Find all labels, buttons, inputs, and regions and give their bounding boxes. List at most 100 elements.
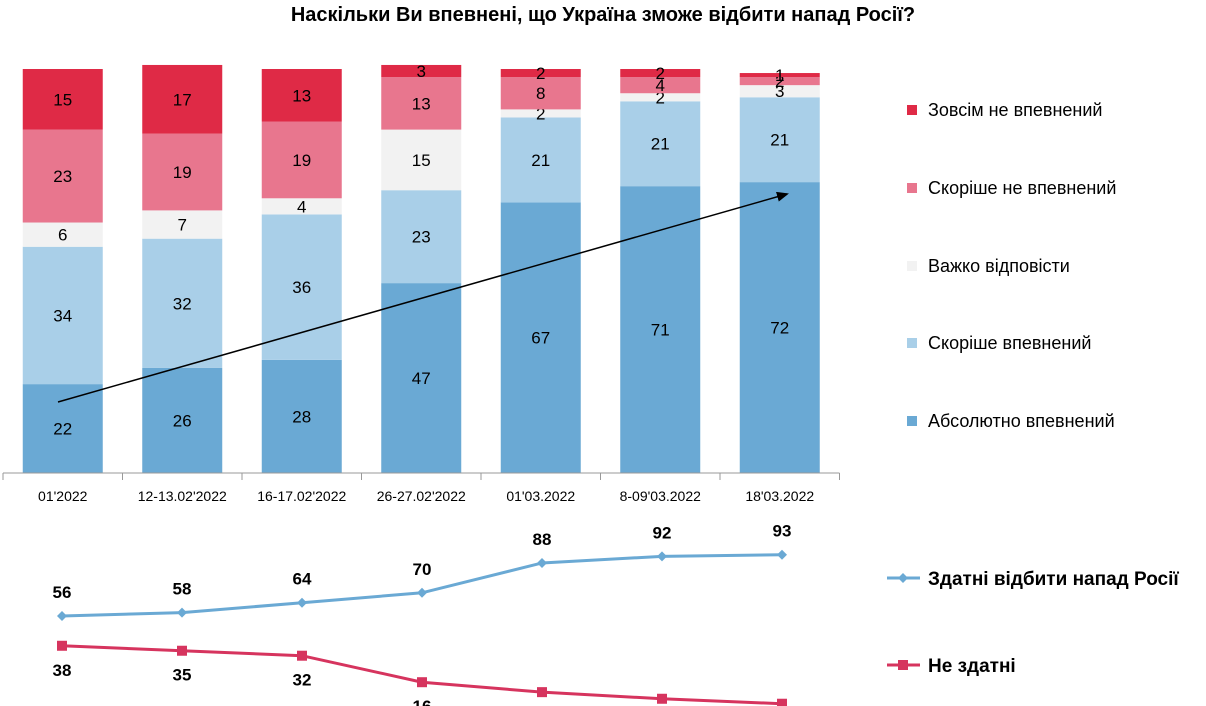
bar-segment [500, 117, 581, 203]
bar-segment [261, 214, 342, 360]
bar-segment [381, 129, 462, 191]
bar-segment [500, 109, 581, 118]
legend-label: Абсолютно впевнений [928, 411, 1115, 431]
data-point-marker [297, 650, 307, 661]
bar-value-label: 23 [412, 228, 431, 247]
bar-segment [620, 77, 701, 94]
data-point-marker [537, 687, 547, 698]
bar-segment [500, 69, 581, 78]
bar-value-label: 72 [770, 319, 789, 338]
data-label: 88 [533, 530, 552, 549]
bar-segment [739, 182, 820, 473]
stacked-bar-chart: 2234623152632719172836419134723151336721… [22, 62, 820, 473]
bar-segment [261, 69, 342, 122]
bar-value-label: 2 [536, 64, 545, 83]
bar-value-label: 7 [178, 216, 187, 235]
data-label: 64 [293, 570, 312, 589]
data-point-marker [417, 587, 427, 598]
bar-value-label: 36 [292, 278, 311, 297]
legend-label: Здатні відбити напад Росії [928, 569, 1179, 590]
data-point-marker [657, 551, 667, 562]
data-label: 16 [413, 697, 432, 706]
bar-segment [381, 190, 462, 284]
data-point-marker [177, 645, 187, 656]
bar-value-label: 32 [173, 294, 192, 313]
bar-segment [739, 85, 820, 98]
line-chart: 56586470889293383532161063 [53, 522, 792, 706]
x-tick-label: 18'03.2022 [745, 488, 814, 504]
bar-value-label: 15 [53, 90, 72, 109]
x-tick-label: 8-09'03.2022 [620, 488, 702, 504]
line-legend: Здатні відбити напад Росії Не здатні [887, 569, 1179, 677]
legend-swatch [907, 261, 917, 271]
bar-legend: Зовсім не впевнений Скоріше не впевнений В… [907, 100, 1116, 431]
bar-segment [620, 93, 701, 102]
bar-segment [620, 69, 701, 78]
bar-value-label: 34 [53, 306, 72, 325]
legend-swatch [907, 416, 917, 426]
legend-label: Зовсім не впевнений [928, 100, 1102, 120]
trend-arrow [57, 191, 789, 403]
bar-value-label: 2 [775, 72, 784, 91]
data-point-marker [57, 640, 67, 651]
bar-value-label: 26 [173, 411, 192, 430]
bar-value-label: 47 [412, 369, 431, 388]
bar-segment [142, 210, 223, 239]
data-label: 35 [173, 666, 192, 685]
x-tick-label: 01'2022 [38, 488, 88, 504]
bar-value-label: 6 [58, 226, 67, 245]
bar-segment [142, 238, 223, 368]
x-tick-label: 01'03.2022 [506, 488, 575, 504]
bar-value-label: 2 [656, 64, 665, 83]
bar-value-label: 13 [412, 94, 431, 113]
legend-swatch [907, 183, 917, 193]
bar-value-label: 17 [173, 90, 192, 109]
data-label: 56 [53, 583, 72, 602]
bar-segment [22, 129, 103, 223]
legend-swatch [907, 105, 917, 115]
bar-segment [620, 186, 701, 473]
bar-segment [261, 359, 342, 473]
legend-label: Не здатні [928, 656, 1016, 677]
data-label: 92 [653, 523, 672, 542]
bar-segment [22, 246, 103, 385]
bar-segment [22, 384, 103, 473]
bar-value-label: 71 [651, 321, 670, 340]
x-tick-label: 12-13.02'2022 [138, 488, 227, 504]
x-axis: 01'2022 12-13.02'2022 16-17.02'2022 26-27.0… [2, 472, 840, 504]
legend-swatch [907, 338, 917, 348]
bar-value-label: 21 [531, 151, 550, 170]
bar-segment [142, 133, 223, 211]
bar-value-label: 19 [292, 151, 311, 170]
bar-value-label: 23 [53, 167, 72, 186]
data-label: 93 [773, 522, 792, 541]
bar-segment [22, 69, 103, 130]
bar-segment [500, 77, 581, 110]
data-point-marker [177, 607, 187, 618]
x-tick-label: 16-17.02'2022 [257, 488, 346, 504]
bar-value-label: 28 [292, 407, 311, 426]
bar-segment [22, 222, 103, 247]
bar-value-label: 1 [775, 66, 784, 85]
bar-segment [739, 77, 820, 86]
bar-segment [381, 77, 462, 130]
bar-segment [142, 367, 223, 473]
bar-value-label: 21 [770, 131, 789, 150]
chart-title: Наскільки Ви впевнені, що Україна зможе … [290, 4, 916, 26]
bar-value-label: 3 [417, 62, 426, 81]
bar-value-label: 4 [297, 197, 306, 216]
bar-value-label: 2 [656, 88, 665, 107]
bar-value-label: 4 [656, 76, 665, 95]
data-label: 58 [173, 580, 192, 599]
bar-value-label: 2 [536, 104, 545, 123]
legend-marker [898, 573, 908, 583]
bar-segment [261, 121, 342, 199]
legend-label: Скоріше впевнений [928, 333, 1091, 353]
data-point-marker [57, 610, 67, 621]
data-point-marker [657, 693, 667, 704]
data-point-marker [777, 698, 787, 706]
bar-value-label: 67 [531, 329, 550, 348]
bar-segment [261, 198, 342, 215]
x-tick-label: 26-27.02'2022 [377, 488, 466, 504]
